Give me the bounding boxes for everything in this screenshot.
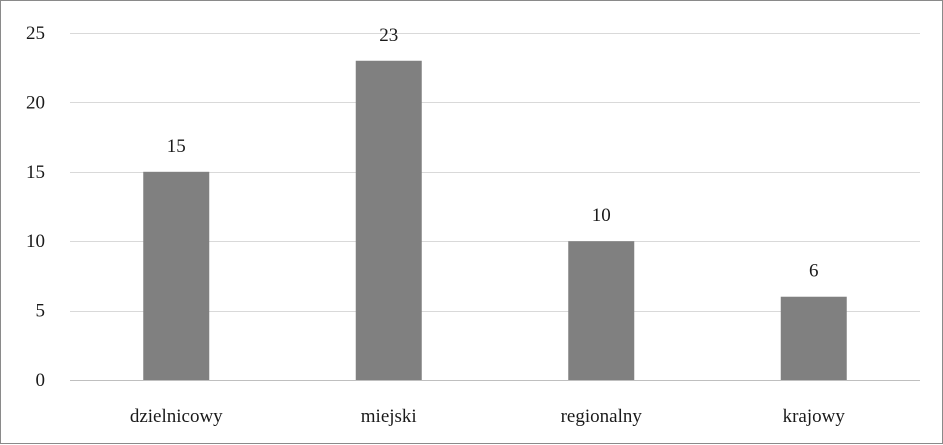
data-labels: 15 23 10 6 [167,25,819,282]
x-axis-categories: dzielnicowy miejski regionalny krajowy [130,406,846,427]
data-label: 6 [809,261,819,282]
x-category-label: dzielnicowy [130,406,223,427]
y-tick-label: 20 [26,92,45,113]
x-category-label: regionalny [561,406,643,427]
y-tick-label: 0 [36,370,46,391]
y-tick-label: 10 [26,231,45,252]
bar-regionalny [568,241,635,380]
data-label: 15 [167,136,186,157]
bar-dzielnicowy [143,171,210,380]
bar-krajowy [780,296,847,380]
bars [143,60,847,380]
y-tick-label: 25 [26,23,45,44]
data-label: 23 [379,25,398,46]
y-tick-label: 5 [36,301,46,322]
bar-miejski [355,60,422,380]
x-category-label: miejski [361,406,417,427]
y-axis-ticks: 0 5 10 15 20 25 [26,23,45,391]
y-tick-label: 15 [26,162,45,183]
data-label: 10 [592,205,611,226]
x-category-label: krajowy [783,406,846,427]
gridlines [70,33,920,381]
